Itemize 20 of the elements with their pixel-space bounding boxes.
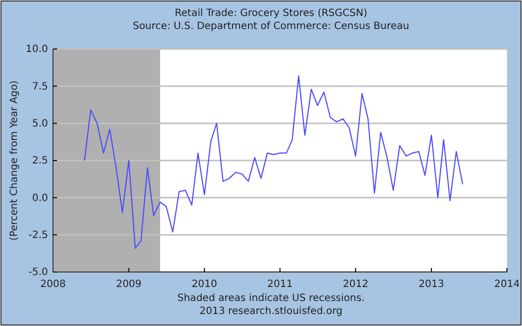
chart-subtitle: Source: U.S. Department of Commerce: Census Bureau <box>132 21 410 32</box>
y-tick-label: 7.5 <box>32 81 48 92</box>
line-series <box>84 75 464 249</box>
x-tick-label: 2014 <box>494 279 520 290</box>
y-tick-label: 10.0 <box>26 44 48 56</box>
x-tick-label: 2013 <box>418 279 444 290</box>
x-tick-label: 2010 <box>192 279 218 290</box>
text: 2013 research.stlouisfed.org <box>199 306 343 317</box>
y-tick-label: -2.5 <box>28 230 48 242</box>
x-tick-label: 2011 <box>267 279 293 290</box>
chart-title: Retail Trade: Grocery Stores (RSGCSN) <box>174 8 368 19</box>
x-tick-label: 2009 <box>116 279 142 290</box>
y-axis-title: (Percent Change from Year Ago) <box>9 80 20 241</box>
x-tick-label: 2008 <box>40 279 66 290</box>
y-tick-label: 0.0 <box>32 192 48 204</box>
y-tick-label: 5.0 <box>32 118 48 130</box>
y-tick-label: 2.5 <box>32 156 48 167</box>
text: Shaded areas indicate US recessions. <box>177 293 365 304</box>
x-tick-label: 2012 <box>342 279 368 290</box>
y-tick-label: -5.0 <box>28 267 48 278</box>
